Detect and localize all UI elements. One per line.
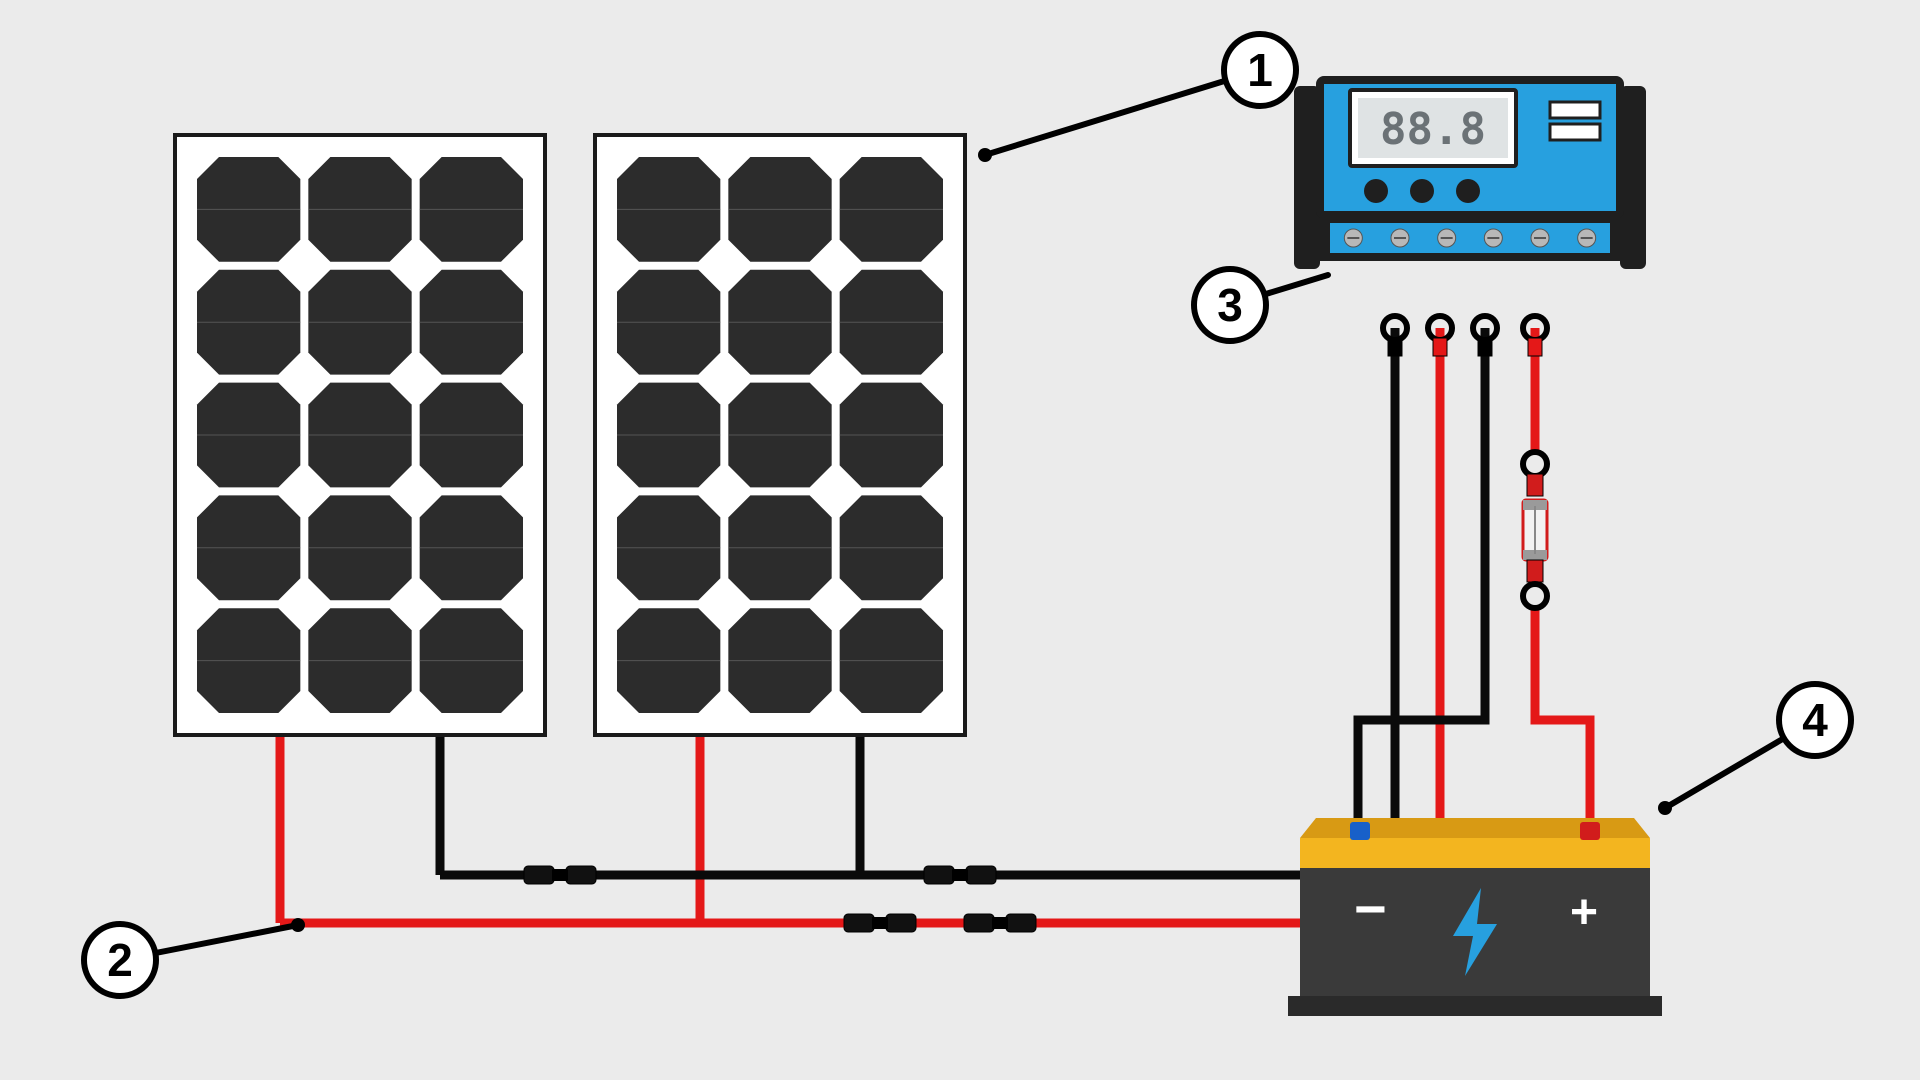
callout-number: 3	[1217, 279, 1243, 331]
inline-fuse	[1523, 452, 1547, 608]
solar-panel	[595, 135, 965, 735]
diagram-root: 88.8−+1234	[0, 0, 1920, 1080]
callout-number: 2	[107, 934, 133, 986]
solar-panel	[175, 135, 545, 735]
controller-display: 88.8	[1380, 104, 1486, 155]
callout-number: 1	[1247, 44, 1273, 96]
battery-neg-label: −	[1354, 877, 1387, 940]
battery-pos-label: +	[1570, 886, 1598, 939]
battery: −+	[1288, 818, 1662, 1016]
charge-controller: 88.8	[1294, 80, 1646, 269]
callout-number: 4	[1802, 694, 1828, 746]
